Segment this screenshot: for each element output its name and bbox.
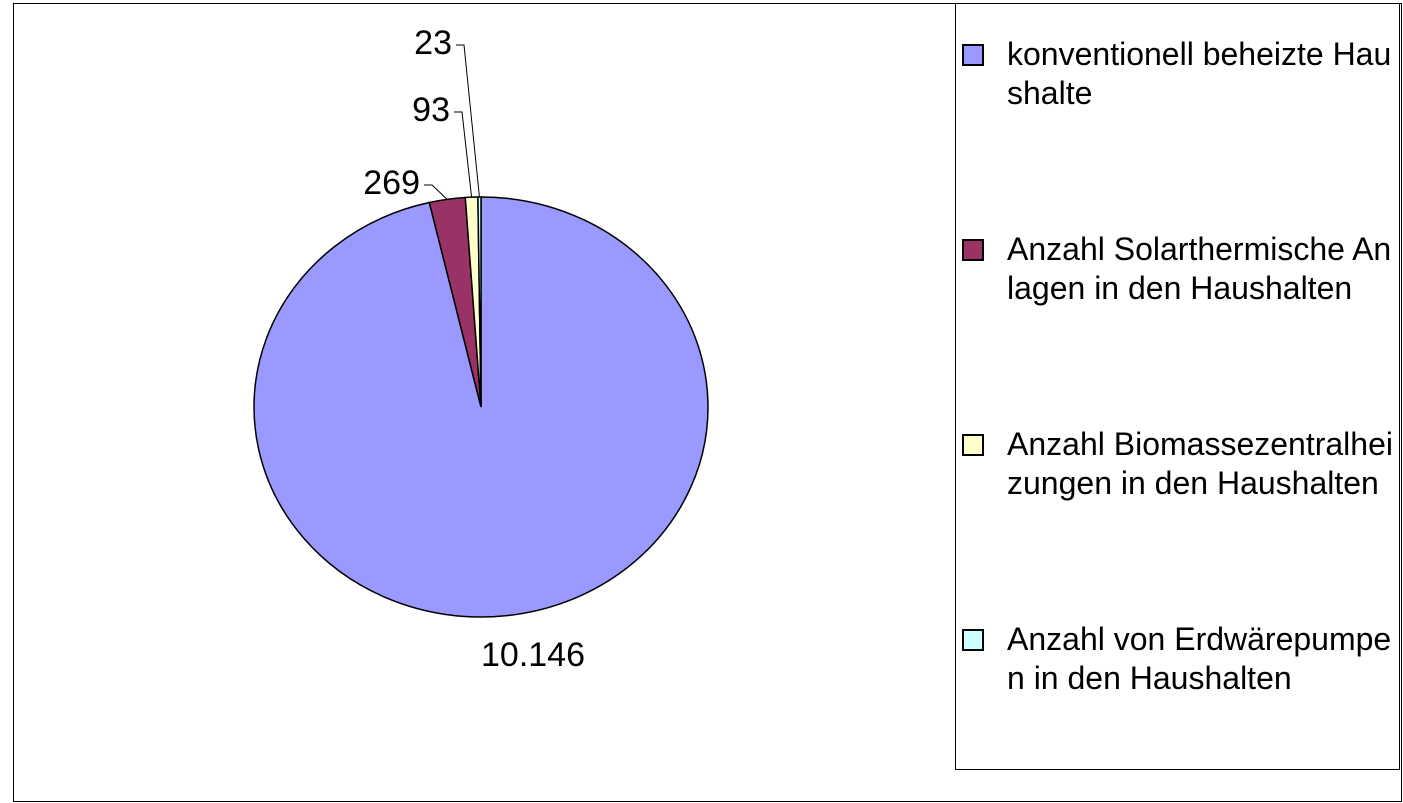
legend-swatch: [962, 434, 984, 456]
legend-label: Anzahl Biomassezentralheizungen in den H…: [1007, 426, 1393, 501]
pie-slice: [477, 196, 482, 408]
leader-line: [454, 111, 473, 198]
data-label: 269: [363, 164, 420, 202]
leader-line: [456, 44, 480, 198]
data-label: 23: [414, 24, 452, 62]
legend-label: konventionell beheizte Haushalte: [1007, 36, 1392, 111]
legend-swatch: [962, 629, 984, 651]
data-label: 93: [412, 91, 450, 129]
legend-label: Anzahl Solarthermische Anlagen in den Ha…: [1007, 231, 1392, 306]
leader-line: [424, 184, 448, 200]
legend-swatch: [962, 44, 984, 66]
data-label: 10.146: [481, 636, 585, 674]
chart-border: [13, 3, 1402, 802]
legend-label: Anzahl von Erdwärepumpen in den Haushalt…: [1007, 621, 1392, 696]
legend-box: [955, 3, 1400, 770]
legend-swatch: [962, 239, 984, 261]
